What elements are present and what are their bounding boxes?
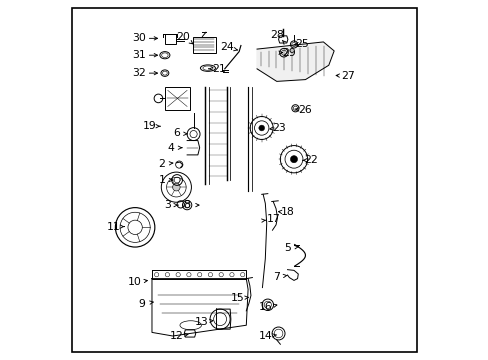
Text: 24: 24 [219, 42, 233, 52]
Text: 28: 28 [269, 30, 283, 40]
Text: 4: 4 [167, 143, 174, 153]
Text: 30: 30 [131, 33, 145, 43]
Text: 10: 10 [128, 277, 142, 287]
Text: 7: 7 [273, 272, 280, 282]
Text: 8: 8 [183, 200, 190, 210]
Text: 20: 20 [176, 32, 190, 41]
Bar [192, 37, 215, 53]
Text: 2: 2 [158, 159, 165, 169]
Circle shape [258, 125, 264, 131]
Text: 29: 29 [282, 48, 296, 58]
Text: 9: 9 [139, 299, 145, 309]
Text: 32: 32 [132, 68, 145, 78]
Polygon shape [257, 42, 333, 81]
Text: 11: 11 [106, 222, 120, 231]
Text: 3: 3 [163, 200, 170, 210]
Text: 19: 19 [142, 121, 156, 131]
Text: 6: 6 [173, 129, 180, 138]
Text: 23: 23 [271, 123, 285, 133]
Text: 16: 16 [259, 302, 272, 312]
Text: 12: 12 [169, 331, 183, 341]
Circle shape [172, 183, 180, 191]
Text: 17: 17 [266, 215, 280, 224]
Text: 14: 14 [259, 331, 272, 341]
Text: 15: 15 [230, 293, 244, 303]
Text: 18: 18 [280, 207, 294, 217]
Text: 5: 5 [284, 243, 290, 253]
Text: 13: 13 [194, 317, 208, 327]
Text: 26: 26 [298, 105, 312, 115]
Text: 22: 22 [304, 155, 317, 165]
Bar [164, 35, 175, 44]
Text: 21: 21 [212, 64, 226, 74]
Circle shape [290, 156, 297, 163]
Text: 25: 25 [294, 39, 308, 49]
Bar [164, 87, 190, 110]
Text: 27: 27 [341, 71, 355, 81]
Text: 1: 1 [158, 175, 165, 185]
Text: 31: 31 [132, 50, 145, 60]
